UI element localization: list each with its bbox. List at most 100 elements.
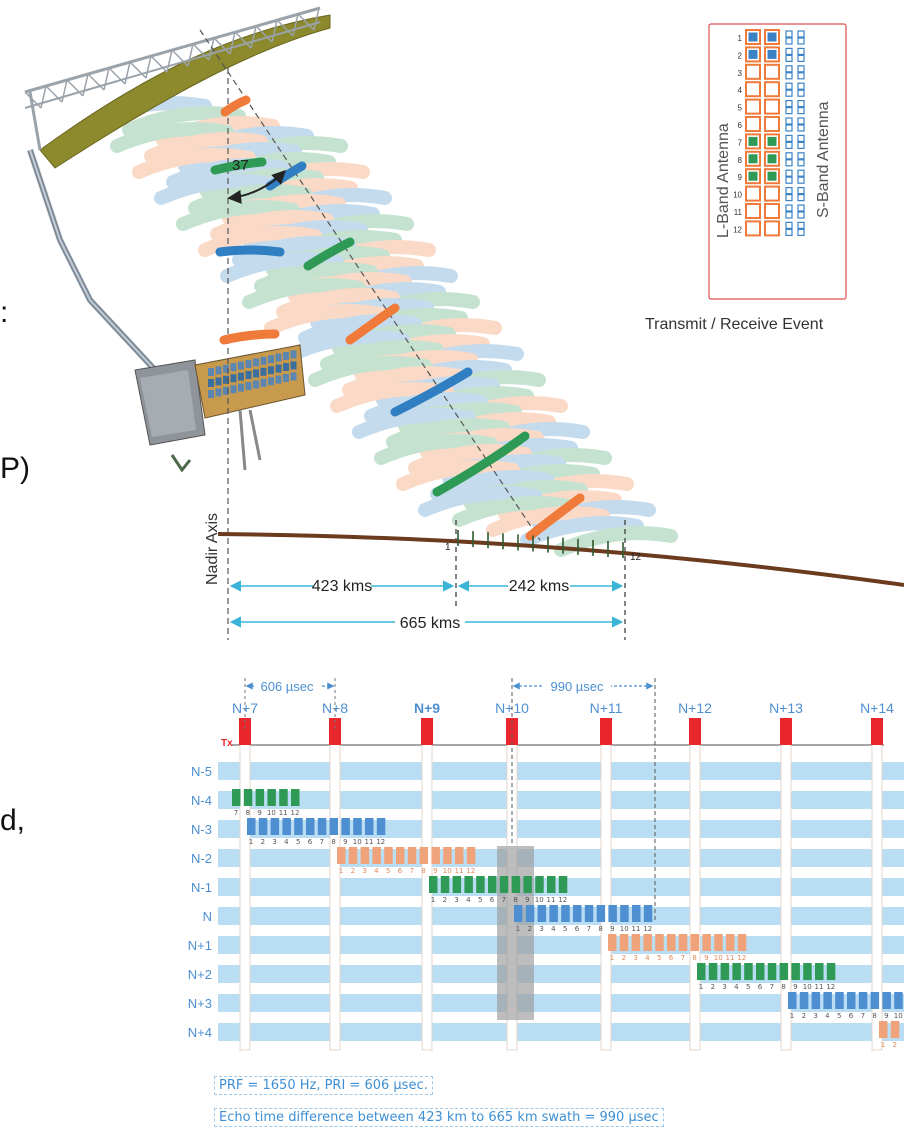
legend-s-band-cell <box>797 152 805 160</box>
echo-segment-label: 2 <box>261 838 265 846</box>
legend-cell-fill <box>767 154 777 164</box>
echo-segment-label: 5 <box>657 954 661 962</box>
echo-segment-label: 10 <box>267 809 276 817</box>
legend-s-band-cell <box>797 141 805 149</box>
echo-segment-label: 4 <box>374 867 379 875</box>
echo-segment-label: 6 <box>758 983 763 991</box>
echo-segment-label: 9 <box>525 896 529 904</box>
echo-segment <box>690 934 700 951</box>
echo-segment <box>667 934 676 951</box>
beam-arcs-background <box>88 96 678 557</box>
legend-s-band-cell <box>797 159 805 167</box>
echo-segment-label: 3 <box>539 925 543 933</box>
echo-segment-label: 11 <box>547 896 556 904</box>
near-distance-label: 423 kms <box>312 578 372 595</box>
echo-segment-label: 6 <box>308 838 313 846</box>
echo-segment-label: 3 <box>362 867 366 875</box>
legend-s-band-cell <box>797 228 805 236</box>
echo-segment <box>232 789 241 806</box>
timing-row-band <box>218 1023 904 1041</box>
legend-row-number: 11 <box>734 208 743 217</box>
timing-row-band <box>218 791 904 809</box>
legend-s-band-cell <box>785 134 793 142</box>
echo-segment <box>823 992 832 1009</box>
echo-segment-label: 3 <box>454 896 458 904</box>
earth-surface <box>217 532 904 587</box>
timing-row-label: N-1 <box>191 880 212 895</box>
echo-segment <box>431 847 440 864</box>
pulse-stem <box>600 729 612 1051</box>
swath-ticks <box>457 530 624 559</box>
echo-segment-label: 4 <box>734 983 739 991</box>
legend-s-band-cell <box>785 99 793 108</box>
echo-segment <box>488 876 497 893</box>
echo-caption: Echo time difference between 423 km to 6… <box>214 1108 664 1127</box>
echo-segment-label: 10 <box>443 867 452 875</box>
echo-segment <box>767 963 777 980</box>
echo-segment <box>282 818 291 835</box>
echo-segment-label: 1 <box>249 838 253 846</box>
echo-segment-label: 2 <box>622 954 626 962</box>
legend-l-band-cell <box>764 63 780 80</box>
pulse-label: N+14 <box>860 700 894 716</box>
edge-text-1: : <box>0 296 9 329</box>
legend-cell-fill <box>748 136 758 146</box>
echo-segment <box>726 934 735 951</box>
timing-row-band <box>218 965 904 983</box>
legend-s-band-cell <box>797 65 805 73</box>
echo-segment-label: 5 <box>296 838 300 846</box>
echo-segment <box>384 847 393 864</box>
pulse-label: N+9 <box>414 700 440 716</box>
echo-segment <box>799 992 809 1009</box>
l-band-label: L-Band Antenna <box>715 123 732 238</box>
echo-segment <box>476 876 485 893</box>
echo-segment <box>811 992 821 1009</box>
echo-segment <box>573 905 582 922</box>
echo-segment-label: 8 <box>513 896 517 904</box>
echo-segment <box>440 876 450 893</box>
edge-text-3: d, <box>0 804 26 837</box>
timing-row-label: N-2 <box>191 851 212 866</box>
echo-segment-label: 8 <box>781 983 785 991</box>
legend-s-band-cell <box>797 37 805 45</box>
swath-end-label: 12 <box>630 552 642 563</box>
echo-segment <box>631 934 641 951</box>
timing-row-band <box>218 849 904 867</box>
echo-segment <box>499 876 509 893</box>
legend-s-band-cell <box>785 159 793 167</box>
legend-l-band-cell <box>745 63 761 80</box>
pulse-stem <box>239 729 251 1051</box>
echo-segment <box>643 934 652 951</box>
echo-segment <box>372 847 381 864</box>
echo-segment <box>788 992 797 1009</box>
echo-segment-label: 6 <box>490 896 495 904</box>
timing-row-label: N-4 <box>191 793 212 808</box>
echo-segment-label: 7 <box>234 809 238 817</box>
echo-segment <box>708 963 718 980</box>
timing-row-band <box>218 994 904 1012</box>
echo-segment <box>870 992 880 1009</box>
echo-segment <box>294 818 303 835</box>
legend-l-band-cell <box>745 220 761 237</box>
echo-segment-label: 12 <box>826 983 835 991</box>
beam-angle-arrow <box>227 170 286 204</box>
echo-segment <box>858 992 868 1009</box>
echo-segment <box>847 992 856 1009</box>
legend-s-band-cell <box>785 204 793 212</box>
legend-s-band-cell <box>797 30 805 38</box>
echo-segment-label: 7 <box>770 983 774 991</box>
nadir-axis-label: Nadir Axis <box>204 513 221 585</box>
legend-s-band-cell <box>797 99 805 108</box>
echo-segment <box>702 934 711 951</box>
legend-l-band-cell <box>764 81 780 98</box>
echo-segment <box>890 1021 900 1038</box>
pulse-label: N+11 <box>590 700 623 716</box>
echo-segment <box>882 992 891 1009</box>
legend-s-band-cell <box>785 152 793 160</box>
echo-segment-label: 12 <box>737 954 746 962</box>
echo-segment <box>815 963 824 980</box>
echo-segment-label: 12 <box>291 809 300 817</box>
echo-segment <box>826 963 836 980</box>
echo-segment-label: 9 <box>343 838 347 846</box>
echo-segment-label: 3 <box>722 983 726 991</box>
